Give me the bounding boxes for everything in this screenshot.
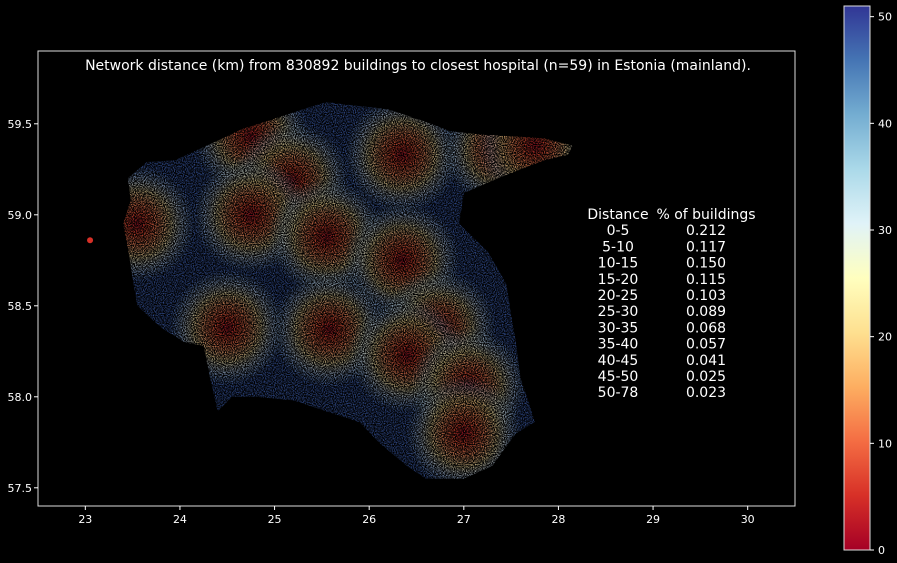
colorbar-tick-label: 10 (878, 437, 892, 450)
table-cell-distance: 45-50 (598, 369, 639, 385)
island-fragment (87, 237, 94, 244)
table-cell-percent: 0.117 (686, 239, 726, 255)
table-cell-percent: 0.103 (686, 288, 726, 304)
hospital-catchment (344, 102, 461, 213)
colorbar (843, 5, 871, 551)
y-tick-label: 58.5 (8, 300, 33, 313)
colorbar-tick-label: 30 (878, 224, 892, 237)
hospital-catchment (405, 375, 522, 479)
chart-title: Network distance (km) from 830892 buildi… (85, 58, 751, 74)
colorbar-tick-label: 40 (878, 117, 892, 130)
x-tick-label: 28 (551, 513, 565, 526)
colorbar-axis: 0 10 20 30 40 50 (870, 11, 892, 557)
colorbar-tick-label: 50 (878, 11, 892, 24)
table-cell-percent: 0.115 (686, 272, 726, 288)
colorbar-tick-label: 20 (878, 331, 892, 344)
x-tick-label: 30 (741, 513, 755, 526)
table-header-percent: % of buildings (656, 207, 755, 223)
x-tick-label: 27 (457, 513, 471, 526)
table-cell-distance: 0-5 (607, 223, 630, 239)
table-cell-distance: 5-10 (602, 239, 634, 255)
x-tick-label: 24 (173, 513, 187, 526)
y-axis: 57.5 58.0 58.5 59.0 59.5 (8, 118, 38, 495)
table-cell-percent: 0.041 (686, 353, 726, 369)
y-tick-label: 59.5 (8, 118, 33, 131)
table-cell-distance: 20-25 (598, 288, 639, 304)
table-cell-distance: 35-40 (598, 337, 639, 353)
table-cell-distance: 10-15 (598, 256, 639, 272)
table-cell-distance: 15-20 (598, 272, 639, 288)
distance-table: Distance % of buildings 0-5 0.212 5-10 0.117 1… (587, 207, 755, 401)
table-cell-percent: 0.023 (686, 385, 726, 401)
table-header-distance: Distance (587, 207, 648, 223)
x-tick-label: 26 (362, 513, 376, 526)
x-tick-label: 29 (646, 513, 660, 526)
hospital-catchment (123, 165, 196, 282)
y-tick-label: 58.0 (8, 391, 33, 404)
table-cell-percent: 0.025 (686, 369, 726, 385)
table-cell-percent: 0.068 (686, 320, 726, 336)
table-cell-distance: 40-45 (598, 353, 639, 369)
table-cell-percent: 0.057 (686, 337, 726, 353)
table-cell-distance: 50-78 (598, 385, 639, 401)
x-tick-label: 23 (78, 513, 92, 526)
table-cell-distance: 25-30 (598, 304, 639, 320)
y-tick-label: 57.5 (8, 482, 33, 495)
x-axis: 23 24 25 26 27 28 29 30 (78, 506, 755, 526)
table-cell-percent: 0.212 (686, 223, 726, 239)
colorbar-tick-label: 0 (878, 544, 885, 557)
table-cell-distance: 30-35 (598, 320, 639, 336)
y-tick-label: 59.0 (8, 209, 33, 222)
table-cell-percent: 0.089 (686, 304, 726, 320)
table-cell-percent: 0.150 (686, 256, 726, 272)
x-tick-label: 25 (268, 513, 282, 526)
